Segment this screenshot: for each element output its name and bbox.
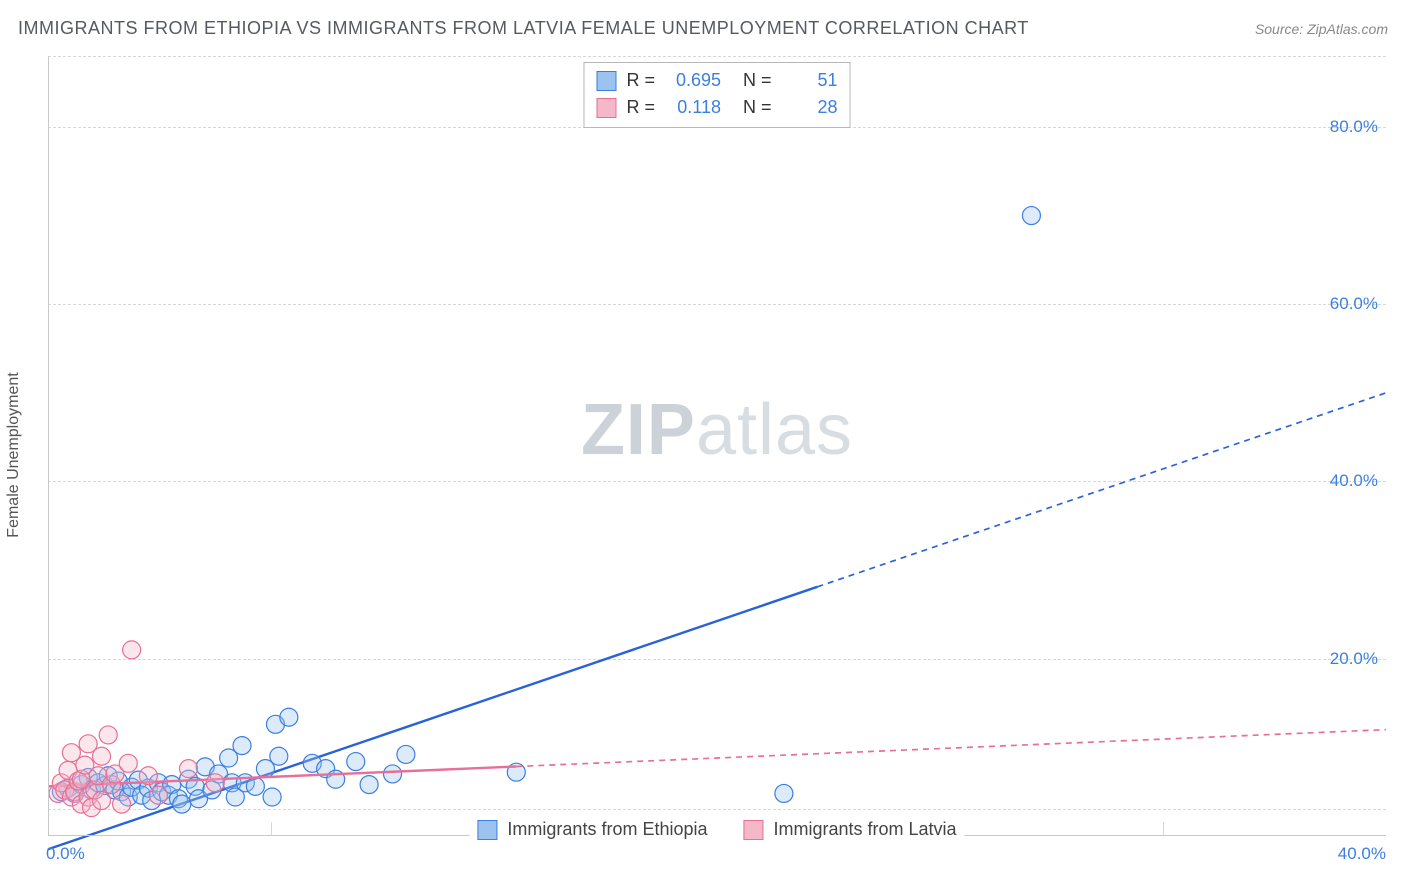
data-point — [1022, 207, 1040, 225]
data-point — [123, 641, 141, 659]
legend-swatch — [744, 820, 764, 840]
data-point — [139, 767, 157, 785]
data-point — [347, 753, 365, 771]
series-legend-label: Immigrants from Latvia — [774, 819, 957, 840]
chart-svg — [48, 56, 1386, 836]
y-tick-label: 60.0% — [1330, 294, 1378, 314]
stat-r-value: 0.695 — [665, 67, 721, 94]
source-attribution: Source: ZipAtlas.com — [1255, 21, 1388, 37]
origin-tick-label: 0.0% — [46, 844, 85, 864]
data-point — [233, 737, 251, 755]
stats-legend-row: R = 0.118 N = 28 — [596, 94, 837, 121]
data-point — [99, 726, 117, 744]
plot-area: ZIPatlas R =0.695N =51R =0.118N =28 Immi… — [48, 56, 1386, 836]
legend-swatch — [477, 820, 497, 840]
x-max-tick-label: 40.0% — [1338, 844, 1386, 864]
data-point — [280, 708, 298, 726]
data-point — [93, 747, 111, 765]
stat-n-label: N = — [743, 67, 772, 94]
trend-line-dashed — [516, 730, 1386, 767]
stat-n-value: 28 — [782, 94, 838, 121]
stats-legend: R = 0.695 N = 51 R = 0.118 N = 28 — [583, 62, 850, 128]
data-point — [173, 795, 191, 813]
series-legend: Immigrants from Ethiopia Immigrants from … — [469, 819, 964, 840]
data-point — [270, 747, 288, 765]
y-tick-label: 80.0% — [1330, 117, 1378, 137]
data-point — [397, 745, 415, 763]
stat-r-value: 0.118 — [665, 94, 721, 121]
series-legend-item: Immigrants from Latvia — [744, 819, 957, 840]
series-legend-item: Immigrants from Ethiopia — [477, 819, 707, 840]
trend-line-solid — [48, 587, 817, 849]
data-point — [384, 765, 402, 783]
y-tick-label: 40.0% — [1330, 471, 1378, 491]
y-axis-line — [48, 56, 49, 836]
chart-title: IMMIGRANTS FROM ETHIOPIA VS IMMIGRANTS F… — [18, 18, 1029, 39]
stat-r-label: R = — [626, 94, 655, 121]
y-axis-label: Female Unemployment — [5, 372, 23, 537]
legend-swatch — [596, 98, 616, 118]
data-point — [360, 776, 378, 794]
data-point — [93, 792, 111, 810]
stat-r-label: R = — [626, 67, 655, 94]
trend-line-dashed — [817, 393, 1386, 587]
series-legend-label: Immigrants from Ethiopia — [507, 819, 707, 840]
data-point — [179, 760, 197, 778]
data-point — [246, 777, 264, 795]
data-point — [149, 786, 167, 804]
data-point — [113, 795, 131, 813]
data-point — [119, 754, 137, 772]
data-point — [206, 774, 224, 792]
data-point — [775, 784, 793, 802]
stat-n-label: N = — [743, 94, 772, 121]
y-tick-label: 20.0% — [1330, 649, 1378, 669]
stats-legend-row: R = 0.695 N = 51 — [596, 67, 837, 94]
stat-n-value: 51 — [782, 67, 838, 94]
title-bar: IMMIGRANTS FROM ETHIOPIA VS IMMIGRANTS F… — [18, 18, 1388, 39]
data-point — [263, 788, 281, 806]
legend-swatch — [596, 71, 616, 91]
